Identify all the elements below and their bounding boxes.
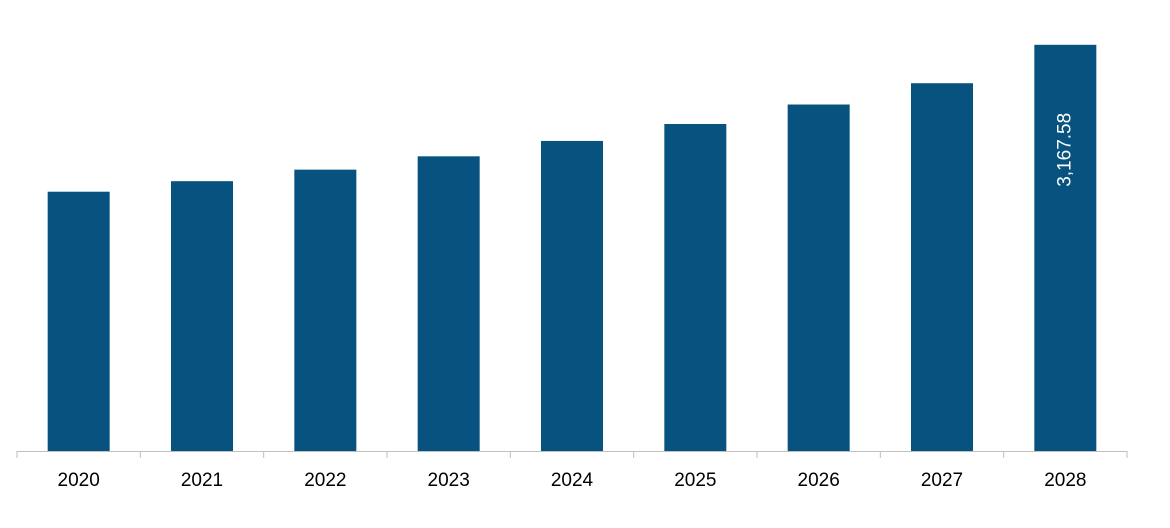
bars-group [47, 44, 1097, 452]
x-tick-label-2026: 2026 [798, 470, 840, 491]
x-tick-label-2028: 2028 [1044, 470, 1086, 491]
bar-2022 [294, 169, 357, 451]
bar-2028 [1034, 44, 1097, 452]
x-axis [16, 451, 1128, 458]
bar-2020 [47, 191, 110, 451]
bar-2024 [541, 140, 603, 451]
x-tick-label-2023: 2023 [428, 470, 470, 491]
bar-2023 [417, 156, 480, 451]
x-tick-label-2025: 2025 [674, 470, 716, 491]
x-tick-label-2027: 2027 [921, 470, 963, 491]
x-tick-labels: 2020 2021 2022 2023 2024 2025 2026 2027 2028 [58, 470, 1087, 491]
bar-2026 [787, 104, 850, 451]
x-tick-label-2020: 2020 [58, 470, 100, 491]
x-tick-label-2022: 2022 [304, 470, 346, 491]
bar-2025 [664, 124, 727, 451]
data-labels: 3,167.58 [1054, 113, 1075, 187]
data-label-2028: 3,167.58 [1054, 113, 1075, 187]
x-tick-label-2021: 2021 [181, 470, 223, 491]
x-tick-label-2024: 2024 [551, 470, 594, 491]
bar-2021 [171, 181, 233, 451]
bar-2027 [911, 83, 973, 451]
